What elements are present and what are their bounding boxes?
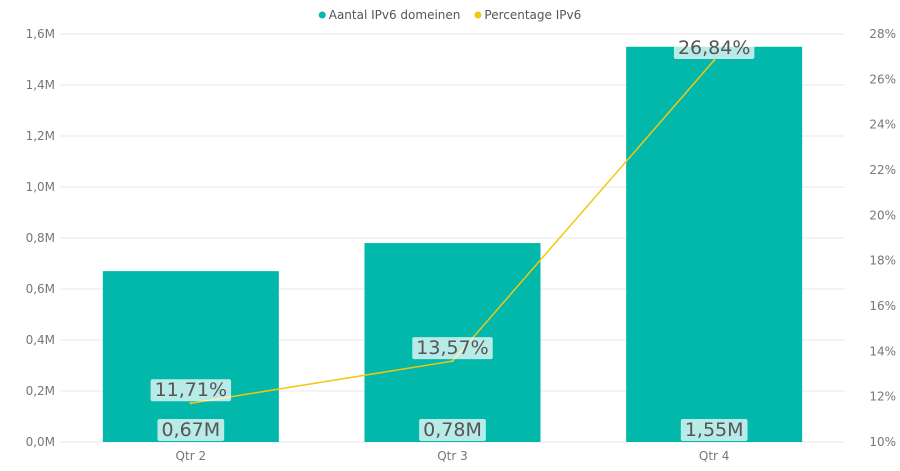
data-label-text: 0,67M [161,419,220,441]
bar-value-label: 1,55M [680,419,748,441]
left-tick-label: 1,6M [26,27,55,41]
left-tick-label: 1,4M [26,78,55,92]
line-point[interactable] [189,402,193,405]
line-value-label: 11,71% [150,379,232,402]
line-value-label: 13,57% [412,337,493,360]
line-point[interactable] [712,59,716,62]
right-tick-label: 10% [869,435,896,449]
data-labels: 0,67M 0,78M 1,55M 11,71% 13,57% 26,84% [150,37,755,441]
line-series [189,59,716,405]
data-label-background [412,337,493,360]
left-tick-label: 0,6M [26,282,55,296]
data-label-text: 11,71% [155,379,227,401]
data-label-background [157,419,225,441]
right-tick-label: 22% [869,163,896,177]
left-tick-label: 1,2M [26,129,55,143]
left-tick-label: 0,2M [26,384,55,398]
right-tick-label: 14% [869,344,896,358]
right-axis: 10% 12% 14% 16% 18% 20% 22% 24% 26% 28% [869,27,896,449]
bar[interactable] [626,46,803,442]
right-tick-label: 28% [869,27,896,41]
data-label-background [150,379,232,402]
legend-marker [318,11,326,19]
data-label-background [673,37,755,59]
legend-marker [474,11,482,19]
legend[interactable]: Aantal IPv6 domeinen Percentage IPv6 [318,8,582,22]
left-tick-label: 0,0M [26,435,55,449]
x-tick-label: Qtr 3 [437,449,468,463]
data-label-background [680,419,748,441]
line-point[interactable] [451,359,454,363]
right-tick-label: 20% [869,208,896,222]
left-tick-label: 0,8M [26,231,55,245]
right-tick-label: 24% [869,118,896,132]
line-value-label: 26,84% [673,37,755,59]
left-tick-label: 0,4M [26,333,55,347]
right-tick-label: 26% [869,72,896,86]
data-label-text: 13,57% [416,337,488,359]
bar-value-label: 0,67M [157,419,225,441]
x-axis: Qtr 2 Qtr 3 Qtr 4 [176,449,730,463]
x-tick-label: Qtr 2 [176,449,207,463]
data-label-text: 1,55M [685,419,744,441]
left-axis: 0,0M 0,2M 0,4M 0,6M 0,8M 1,0M 1,2M 1,4M 1,6M [26,27,55,449]
legend-item[interactable]: Aantal IPv6 domeinen [318,8,461,22]
data-label-text: 0,78M [423,419,482,441]
bar-value-label: 0,78M [419,419,486,441]
x-tick-label: Qtr 4 [699,449,730,463]
right-tick-label: 16% [869,299,896,313]
right-tick-label: 18% [869,254,896,268]
data-label-text: 26,84% [678,37,750,59]
bar[interactable] [102,271,279,442]
data-label-background [419,419,486,441]
right-tick-label: 12% [869,390,896,404]
left-tick-label: 1,0M [26,180,55,194]
legend-label: Aantal IPv6 domeinen [329,8,461,22]
legend-item[interactable]: Percentage IPv6 [474,8,581,22]
legend-label: Percentage IPv6 [484,8,581,22]
